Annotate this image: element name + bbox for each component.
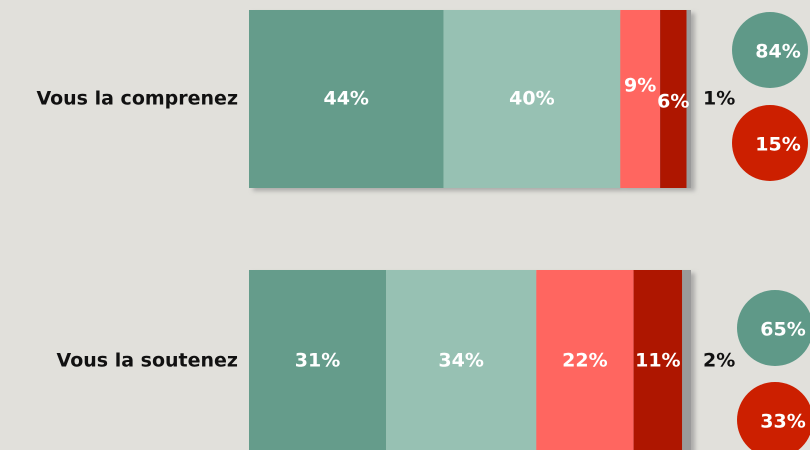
bar-segment xyxy=(249,270,387,450)
value-label: 1% xyxy=(703,88,735,110)
bar-group xyxy=(249,270,691,450)
bar-segment xyxy=(682,270,691,450)
value-label: 44% xyxy=(323,88,368,110)
total-label: 84% xyxy=(755,41,800,63)
bar-segment xyxy=(686,10,691,188)
value-label: 40% xyxy=(509,88,554,110)
bar-segment xyxy=(249,10,444,188)
bar-segment xyxy=(443,10,621,188)
total-bubble xyxy=(737,290,810,366)
total-bubble xyxy=(732,105,808,181)
category-label: Vous la soutenez xyxy=(57,350,238,372)
bar-segment xyxy=(633,270,683,450)
bar-segment xyxy=(536,270,634,450)
value-label: 22% xyxy=(562,350,607,372)
total-label: 33% xyxy=(760,411,805,433)
bar-segment xyxy=(386,270,537,450)
bar-segment xyxy=(620,10,661,188)
bar-group xyxy=(249,10,691,188)
category-label: Vous la comprenez xyxy=(36,88,238,110)
bar-segment xyxy=(660,10,687,188)
total-label: 15% xyxy=(755,134,800,156)
value-label: 31% xyxy=(295,350,340,372)
total-bubble xyxy=(732,12,808,88)
value-label: 9% xyxy=(624,75,656,97)
total-bubble xyxy=(737,382,810,450)
value-label: 11% xyxy=(635,350,680,372)
value-label: 2% xyxy=(703,350,735,372)
total-label: 65% xyxy=(760,319,805,341)
value-label: 6% xyxy=(657,91,689,113)
value-label: 34% xyxy=(438,350,483,372)
